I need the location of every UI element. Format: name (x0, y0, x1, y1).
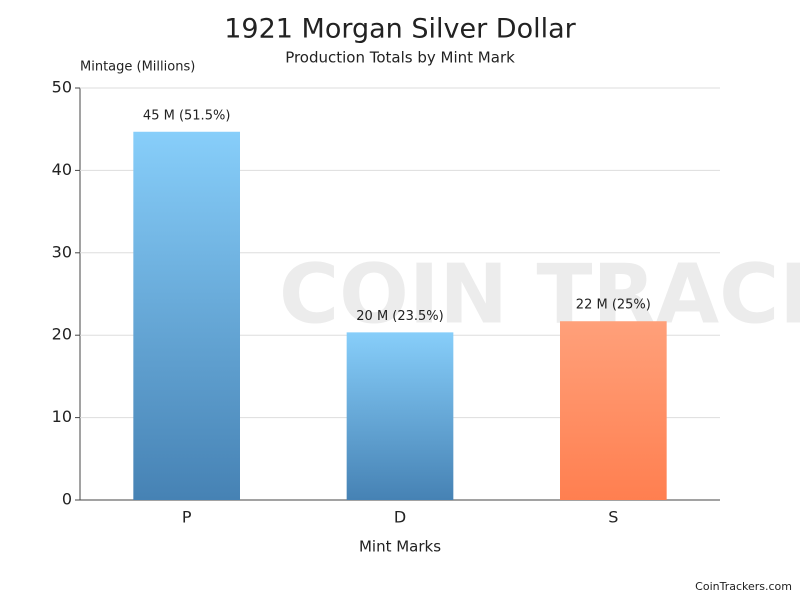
x-tick-label: P (182, 508, 192, 527)
x-tick-label: S (608, 508, 618, 527)
data-label: 20 M (23.5%) (356, 309, 443, 324)
data-label: 45 M (51.5%) (143, 108, 230, 123)
y-tick-label: 20 (52, 325, 72, 344)
watermark: COIN TRACKERS (279, 247, 800, 342)
chart-title: 1921 Morgan Silver Dollar (224, 14, 576, 45)
bar (560, 321, 667, 500)
bar (346, 332, 454, 500)
bar (133, 131, 240, 500)
x-axis-title: Mint Marks (359, 538, 441, 556)
y-tick-label: 0 (62, 490, 72, 509)
y-tick-label: 40 (52, 160, 72, 179)
y-tick-label: 30 (52, 242, 72, 261)
chart-subtitle: Production Totals by Mint Mark (285, 49, 515, 67)
y-tick-label: 50 (52, 78, 72, 97)
footer: CoinTrackers.com (695, 580, 792, 593)
x-tick-label: D (394, 508, 406, 527)
y-tick-label: 10 (52, 407, 72, 426)
data-label: 22 M (25%) (576, 298, 651, 313)
y-axis-title: Mintage (Millions) (80, 60, 195, 75)
